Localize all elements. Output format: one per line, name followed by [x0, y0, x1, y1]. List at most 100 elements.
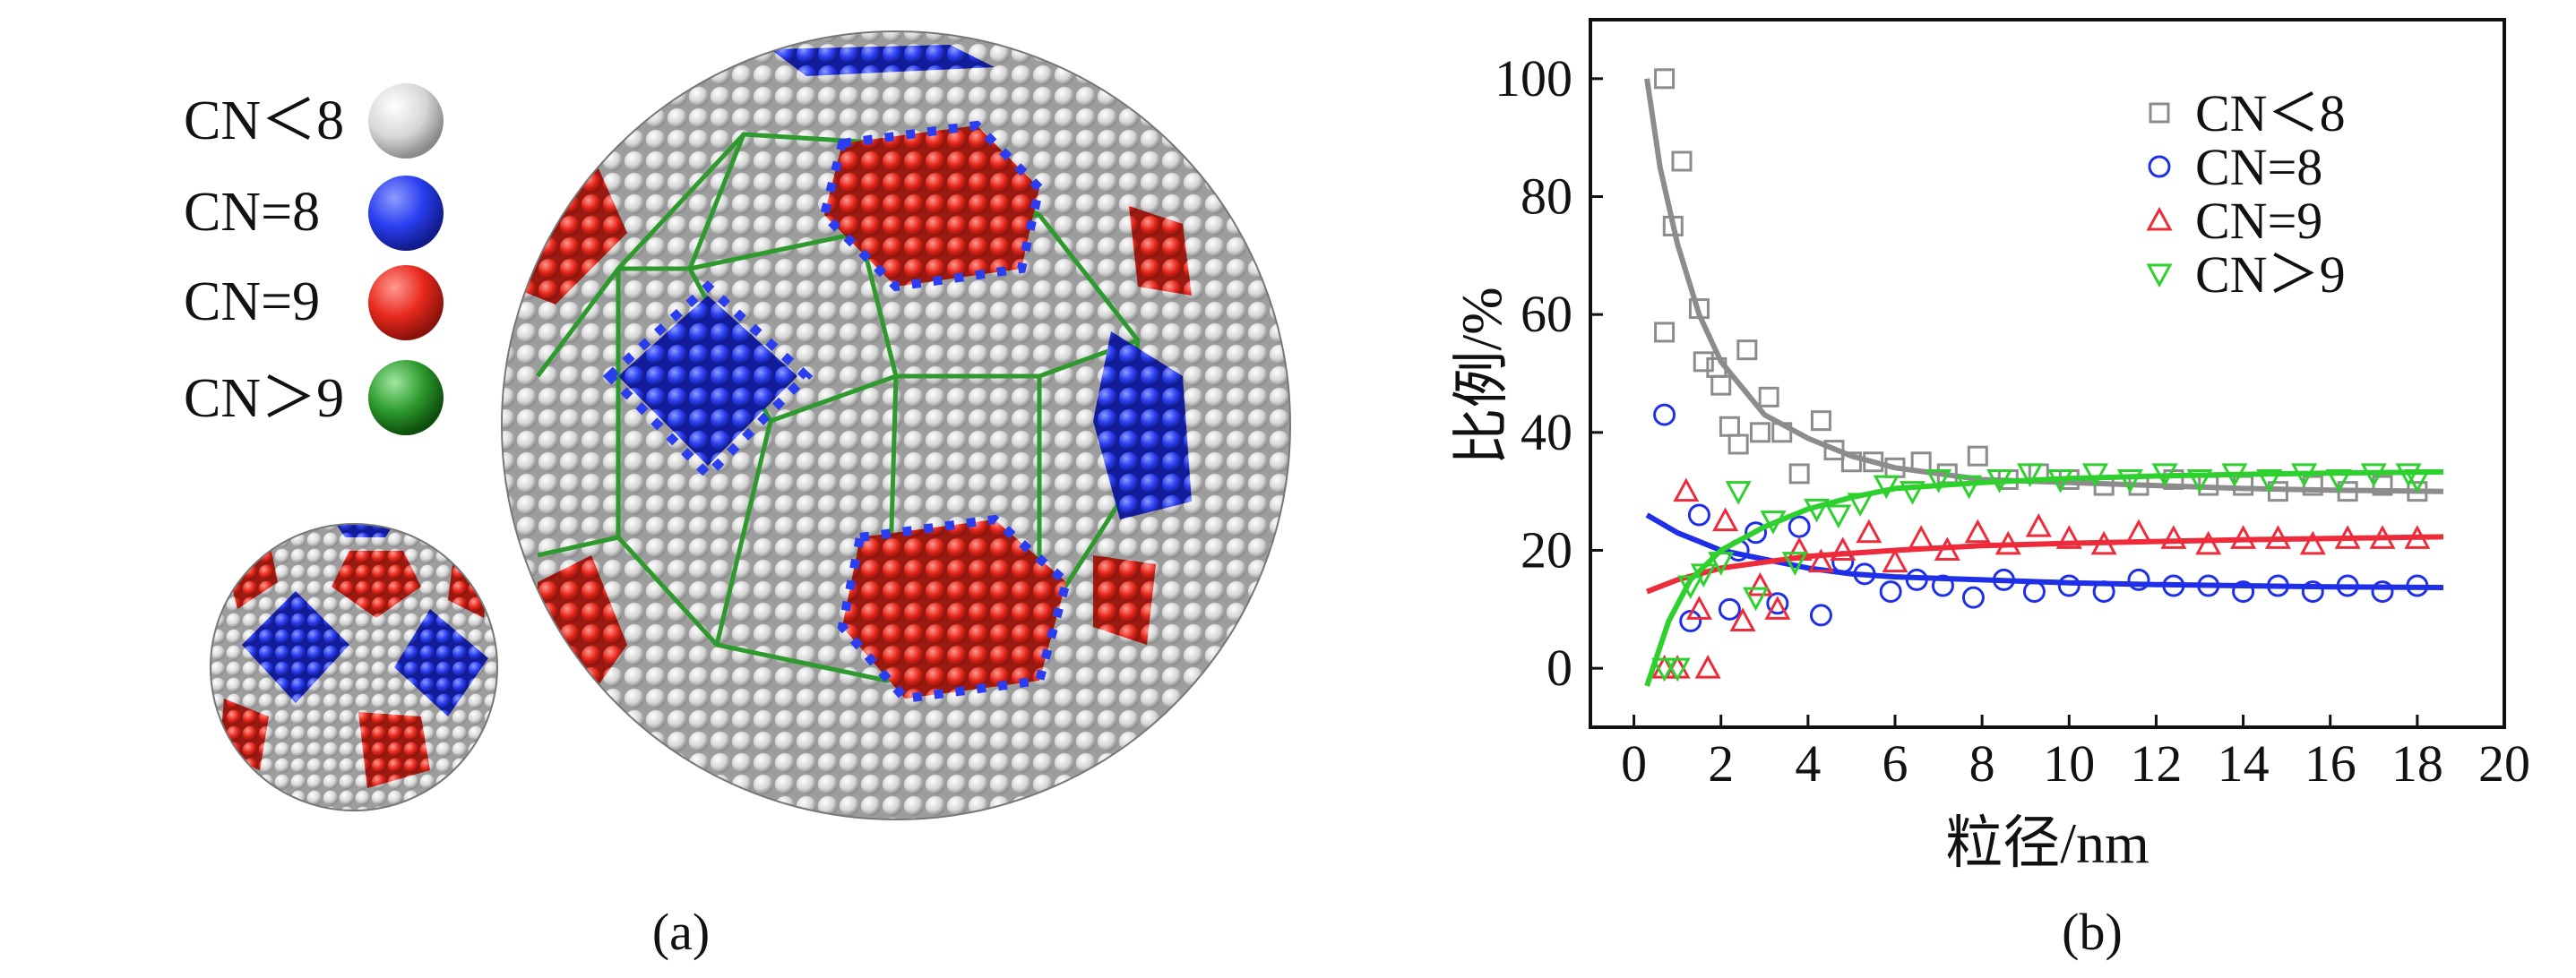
- big-facet-blue-left: [618, 296, 797, 466]
- data-point: [1654, 322, 1676, 343]
- x-tick-label: 0: [1621, 734, 1647, 793]
- data-point: [1764, 596, 1791, 620]
- data-point: [1736, 339, 1758, 361]
- data-point: [1718, 597, 1741, 621]
- x-tick-label: 8: [1969, 734, 1995, 793]
- small-facet-blue-left: [242, 591, 349, 703]
- x-tick-label: 16: [2305, 734, 2356, 793]
- small-nanocluster: [211, 524, 497, 811]
- data-point: [1746, 571, 1773, 596]
- data-point: [1863, 451, 1884, 473]
- data-point: [1677, 575, 1704, 600]
- x-axis-title: 粒径/nm: [1945, 811, 2150, 875]
- data-point: [1967, 445, 1988, 467]
- data-point: [2127, 568, 2150, 591]
- data-point: [1760, 510, 1787, 535]
- data-point: [2025, 513, 2052, 537]
- data-point: [1856, 519, 1882, 544]
- legend-label: CN=9: [2195, 192, 2322, 250]
- data-point: [1825, 504, 1852, 529]
- data-point: [1664, 657, 1691, 682]
- data-point: [1712, 507, 1739, 532]
- blue-atom-rings: [602, 120, 1072, 704]
- fit-curve: [1644, 468, 2444, 687]
- data-point: [1899, 481, 1926, 505]
- data-point: [1743, 587, 1770, 612]
- legend-marker: [2146, 206, 2173, 231]
- data-point: [2334, 525, 2361, 549]
- fit-curve: [1644, 78, 2444, 494]
- legend-a-label-cn-gt-9: CN＞9: [184, 368, 344, 429]
- data-point: [2407, 481, 2428, 502]
- legend-marker: [2148, 155, 2171, 178]
- data-point: [2256, 469, 2283, 493]
- big-facet-red-upper-right: [1129, 206, 1192, 296]
- legend-marker: [2149, 102, 2170, 124]
- panel-a-caption: (a): [652, 903, 710, 961]
- panel-b-caption: (b): [2062, 903, 2123, 961]
- data-point: [2092, 580, 2115, 604]
- data-point: [1653, 403, 1676, 426]
- x-axis: 0 2 4 6 8 10 12 14 16 18 20: [1621, 715, 2530, 793]
- data-point: [1830, 536, 1857, 561]
- x-tick-label: 6: [1882, 734, 1908, 793]
- data-point: [1694, 655, 1721, 679]
- legend-a-label-cn-lt-8: CN＜8: [184, 90, 344, 151]
- data-point: [1956, 475, 1983, 500]
- data-point: [1908, 525, 1934, 549]
- y-tick-label: 40: [1521, 403, 1572, 461]
- data-point: [1729, 607, 1756, 631]
- data-point: [2022, 580, 2046, 604]
- data-point: [1840, 451, 1862, 473]
- big-facet-red-top: [824, 125, 1039, 287]
- data-point: [1788, 463, 1810, 485]
- data-point: [1931, 574, 1954, 597]
- data-point: [1727, 433, 1749, 455]
- plot-frame: [1589, 18, 2506, 729]
- data-point: [1873, 475, 1900, 500]
- data-point: [2325, 469, 2352, 493]
- cluster-illustration: CN＜8 CN=8 CN=9 CN＞9: [184, 30, 1291, 961]
- data-point: [2404, 469, 2431, 493]
- data-point: [2055, 525, 2082, 549]
- legend-a-item-cn-8: CN=8: [184, 176, 444, 251]
- y-axis-title: 比例/%: [1450, 287, 1513, 465]
- data-point: [1679, 610, 1702, 632]
- data-point: [1745, 521, 1768, 545]
- data-point: [1786, 536, 1813, 561]
- data-point: [2090, 530, 2117, 555]
- data-point: [1662, 215, 1684, 236]
- data-point: [2162, 574, 2185, 597]
- x-tick-label: 4: [1795, 734, 1821, 793]
- y-axis: 0 20 40 60 80 100: [1495, 49, 1603, 697]
- data-point: [2195, 530, 2222, 555]
- legend-label: CN=8: [2195, 138, 2322, 196]
- data-point: [2264, 525, 2291, 549]
- x-tick-label: 2: [1708, 734, 1734, 793]
- data-point: [1823, 440, 1845, 461]
- data-point: [1926, 469, 1952, 493]
- y-tick-label: 100: [1495, 49, 1572, 107]
- legend-a-item-cn-9: CN=9: [184, 265, 444, 340]
- data-point: [1910, 451, 1932, 473]
- large-nanocluster: [502, 31, 1290, 819]
- data-point: [1693, 351, 1714, 373]
- data-point: [1654, 68, 1676, 90]
- data-point: [1766, 592, 1789, 615]
- data-point: [1934, 536, 1960, 561]
- legend-a-label-cn-8: CN=8: [184, 182, 320, 243]
- data-point: [1986, 469, 2013, 493]
- data-point: [2125, 519, 2152, 544]
- legend-b: CN＜8CN=8CN=9CN＞9: [2146, 84, 2346, 304]
- data-point: [1905, 568, 1928, 591]
- legend-a-label-cn-9: CN=9: [184, 271, 320, 332]
- big-facet-red-bottom: [842, 519, 1066, 699]
- legend-label: CN＞9: [2195, 245, 2346, 304]
- data-point: [2301, 580, 2324, 604]
- data-point: [1687, 503, 1710, 527]
- data-point: [1961, 586, 1985, 609]
- data-point: [2232, 580, 2255, 604]
- data-point: [2230, 525, 2257, 549]
- legend-a: CN＜8 CN=8 CN=9 CN＞9: [184, 83, 444, 435]
- data-point: [1688, 298, 1710, 320]
